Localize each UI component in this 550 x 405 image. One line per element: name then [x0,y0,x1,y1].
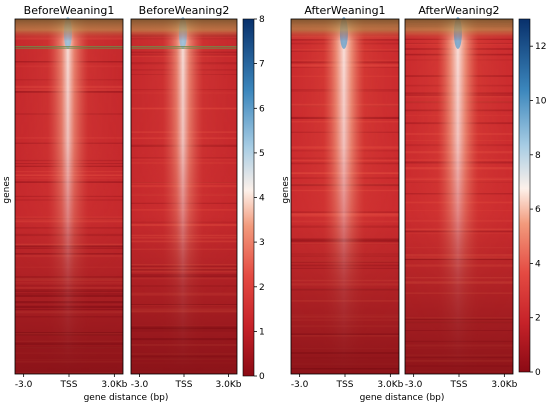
panel-title-1: BeforeWeaning1 [24,4,115,17]
colorbar-tick-label: 2 [535,314,541,324]
x-tick-label: -3.0 [405,380,423,390]
y-axis-label-1: genes [2,176,12,203]
heatmap-panel-4 [404,17,514,375]
colorbar-tick-label: 3 [259,238,265,248]
colorbar-tick-label: 0 [535,368,541,378]
x-tick-label: TSS [175,380,193,390]
heatmap-panel-2 [130,17,238,375]
colorbar-before: 0 1 2 3 4 5 6 7 8 [242,15,265,382]
heatmap-panel-1 [14,17,124,375]
colorbar-tick-label: 2 [259,283,265,293]
colorbar-tick-label: 1 [259,327,265,337]
colorbar-tick-label: 4 [535,259,541,269]
colorbar-tick-label: 8 [259,15,265,25]
x-tick-label: 3.0Kb [377,380,403,390]
x-tick-label: TSS [336,380,354,390]
x-tick-label: -3.0 [131,380,149,390]
colorbar-tick-label: 10 [535,97,547,107]
x-axis-label-2: gene distance (bp) [360,393,445,403]
x-tick-label: 3.0Kb [216,380,242,390]
y-axis-label-2: genes [281,176,291,203]
colorbar-tick-label: 8 [535,151,541,161]
x-axis-label-1: gene distance (bp) [84,393,169,403]
colorbar-tick-label: 0 [259,372,265,382]
colorbar-after: 0 2 4 6 8 10 12 [518,18,547,378]
colorbar-tick-label: 6 [259,104,265,114]
colorbar-tick-label: 6 [535,205,541,215]
panel-title-3: AfterWeaning1 [304,4,385,17]
x-tick-label: -3.0 [15,380,33,390]
panel-title-2: BeforeWeaning2 [139,4,230,17]
heatmap-panel-3 [290,17,400,375]
x-tick-label: -3.0 [291,380,309,390]
x-tick-label: TSS [450,380,468,390]
colorbar-tick-label: 12 [535,42,546,52]
colorbar-tick-label: 7 [259,60,265,70]
colorbar-tick-label: 4 [259,194,265,204]
panel-title-4: AfterWeaning2 [418,4,499,17]
colorbar-tick-label: 5 [259,149,265,159]
x-tick-label: 3.0Kb [101,380,127,390]
x-tick-label: 3.0Kb [491,380,517,390]
x-tick-label: TSS [60,380,78,390]
